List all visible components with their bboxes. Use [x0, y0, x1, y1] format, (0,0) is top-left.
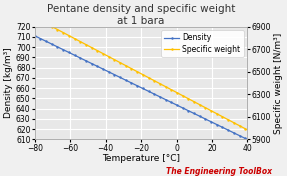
Density	[246, 138, 249, 140]
X-axis label: Temperature [°C]: Temperature [°C]	[102, 154, 180, 163]
Line: Density: Density	[34, 35, 249, 140]
Density	[212, 122, 216, 124]
Density	[226, 129, 229, 131]
Y-axis label: Specific weight [N/m³]: Specific weight [N/m³]	[274, 32, 283, 134]
Specific weight	[159, 83, 162, 85]
Specific weight	[33, 16, 36, 18]
Density	[33, 35, 36, 37]
Specific weight	[163, 85, 167, 87]
Density	[160, 96, 163, 99]
Specific weight	[246, 129, 249, 131]
Specific weight	[226, 118, 229, 120]
Density	[34, 35, 37, 37]
Legend: Density, Specific weight: Density, Specific weight	[161, 30, 244, 57]
Specific weight	[34, 17, 37, 19]
Density	[159, 96, 162, 98]
Specific weight	[160, 83, 163, 86]
Y-axis label: Density [kg/m³]: Density [kg/m³]	[4, 48, 13, 118]
Text: The Engineering ToolBox: The Engineering ToolBox	[166, 167, 272, 176]
Specific weight	[212, 111, 216, 113]
Line: Specific weight: Specific weight	[34, 17, 249, 131]
Title: Pentane density and specific weight
at 1 bara: Pentane density and specific weight at 1…	[47, 4, 235, 26]
Density	[163, 98, 167, 100]
